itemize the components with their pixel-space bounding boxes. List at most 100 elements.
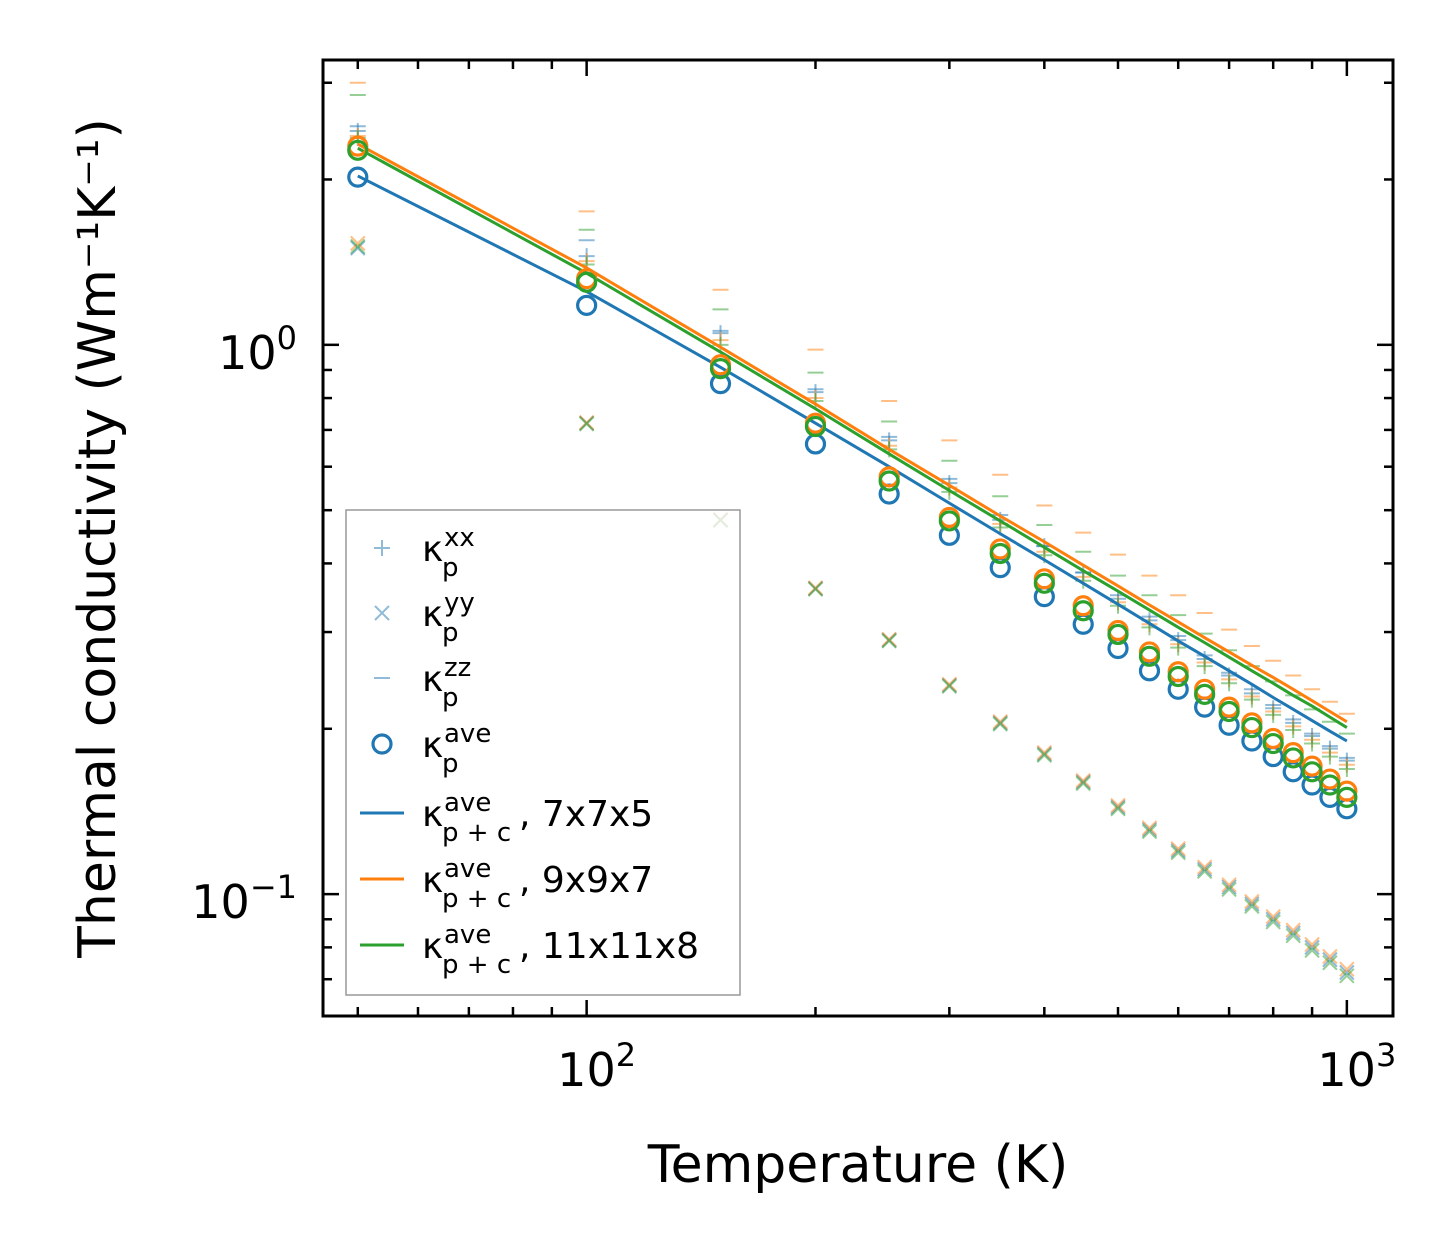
data-point-x [1036,744,1053,761]
data-point-circle [989,542,1011,565]
legend-entry: κzz p [374,653,471,713]
data-point-circle [1301,761,1323,783]
data-point-circle [1301,755,1323,777]
data-point-x [992,716,1008,732]
data-point-plus [1196,658,1213,675]
legend-entry: κave p + c, 7x7x5 [360,788,653,848]
data-point-x [1244,896,1260,912]
data-point-x [1141,820,1158,836]
data-point-circle [804,433,827,455]
legend-label: κave p + c, 11x11x8 [422,920,699,980]
data-point-x [1339,968,1355,984]
data-point-x [1141,823,1158,840]
data-point-circle [709,358,732,380]
data-point-x [350,235,366,252]
data-point-x [1221,879,1237,895]
data-point-circle [1033,572,1055,594]
data-point-x [1265,911,1281,927]
legend-marker-plus [374,540,390,556]
series-kp_zz_9x9x7 [349,81,1355,715]
data-point-x [1244,893,1260,910]
data-point-x [1170,842,1186,859]
data-point-x [1221,877,1237,893]
legend-entry: κave p + c, 9x9x7 [360,854,653,914]
legend-label: κave p + c, 9x9x7 [422,854,653,914]
data-point-circle [1336,786,1358,809]
data-point-x [1339,961,1355,977]
data-point-x [1196,859,1213,875]
data-point-circle [1241,716,1263,739]
series-line [357,142,1348,724]
data-point-circle [347,166,369,188]
data-point-x [941,678,958,694]
series-kpc_ave_9x9x7 [357,142,1348,724]
data-point-plus [1265,706,1282,723]
data-point-x [1304,942,1320,959]
data-point-circle [1072,600,1094,622]
series-kpc_ave_7x7x5 [357,174,1348,743]
data-point-x [1244,898,1260,915]
data-point-x [1075,775,1091,792]
data-point-x [941,676,958,692]
data-point-plus [1243,691,1260,708]
series-kp_ave_11x11x8 [347,139,1358,809]
data-point-x [1265,914,1281,930]
legend-entry: κxx p [374,523,475,583]
x-tick-label: 102 [557,1036,636,1097]
data-point-x [1141,822,1158,838]
data-point-circle [576,294,598,316]
data-point-circle [576,271,598,293]
data-point-x [1285,928,1301,944]
data-point-x [1339,964,1355,981]
plot-frame [321,58,1395,1018]
legend-label: κzz p [422,653,471,713]
data-point-circle [1319,768,1341,790]
y-tick-label: 10−1 [191,868,297,929]
data-point-circle [347,139,369,161]
legend-label: κyy p [422,588,475,648]
data-point-x [1110,799,1126,815]
data-point-circle [1138,645,1161,667]
data-point-x [1304,936,1320,953]
series-layer [347,81,1358,984]
data-point-circle [1107,623,1129,646]
legend-label: κave p [422,719,491,779]
data-point-x [1285,925,1301,941]
data-point-x [1036,747,1053,763]
data-point-circle [1319,774,1341,796]
data-point-x [578,416,595,432]
legend-marker-circle [371,733,393,755]
series-line [357,174,1348,743]
data-point-plus [1321,748,1338,765]
data-point-plus [1285,721,1302,738]
data-point-x [881,631,897,648]
data-point-x [1322,951,1338,968]
data-point-x [992,714,1008,730]
data-point-x [1170,840,1186,857]
data-point-plus [1304,735,1321,752]
series-kpc_ave_11x11x8 [357,146,1348,729]
legend-frame [345,509,741,996]
data-point-x [1221,881,1237,898]
y-tick-label: 100 [218,319,297,380]
data-point-x [1304,939,1320,956]
legend-label: κxx p [422,523,475,583]
legend-label: κave p + c, 7x7x5 [422,788,653,848]
data-point-x [1265,908,1281,925]
data-point-circle [804,415,827,438]
data-point-plus [1221,675,1238,692]
data-point-circle [1282,747,1304,769]
data-point-x [1322,955,1338,971]
data-point-circle [938,510,960,532]
legend-entry: κyy p [374,588,475,648]
data-point-x [350,238,366,255]
data-point-circle [1262,732,1284,755]
data-point-x [350,240,366,256]
data-point-x [1196,863,1213,880]
data-point-circle [1194,683,1216,706]
x-axis-label: Temperature (K) [647,1135,1069,1195]
data-point-x [1075,772,1091,789]
data-point-x [1075,774,1091,790]
